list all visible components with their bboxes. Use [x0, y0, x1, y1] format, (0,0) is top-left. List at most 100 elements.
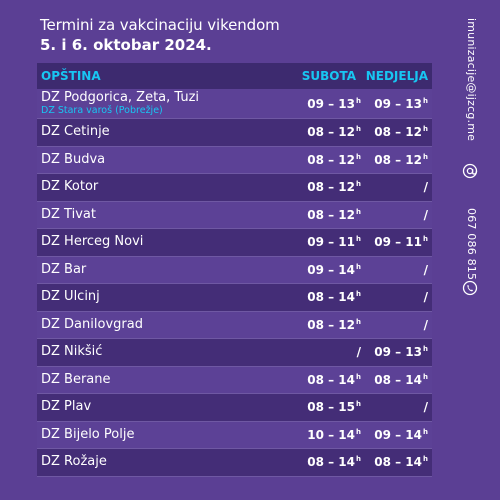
municipality-cell: DZ Tivat: [37, 206, 256, 222]
municipality-name: DZ Tivat: [41, 206, 96, 222]
sunday-cell: /: [361, 180, 432, 194]
municipality-name: DZ Budva: [41, 151, 106, 167]
municipality-subname: DZ Stara varoš (Pobrežje): [41, 105, 163, 116]
sunday-hours: /: [423, 290, 428, 305]
header-municipality: OPŠTINA: [41, 69, 101, 83]
sunday-hours: 08 – 12: [374, 125, 423, 140]
municipality-cell: DZ Cetinje: [37, 125, 256, 139]
hours-suffix: h: [356, 180, 361, 189]
saturday-hours: 08 – 12: [307, 317, 356, 332]
sunday-cell: /: [361, 318, 432, 332]
table-row: DZ Kotor 08 – 12h /: [37, 174, 432, 202]
sunday-hours: 08 – 14: [374, 372, 423, 387]
at-icon: [462, 163, 478, 179]
hours-suffix: h: [356, 125, 361, 134]
sunday-cell: 08 – 14h: [361, 455, 432, 469]
sunday-cell: /: [361, 290, 432, 304]
municipality-cell: DZ Bijelo Polje: [37, 426, 256, 442]
municipality-cell: DZ Herceg Novi: [37, 235, 256, 249]
saturday-cell: 08 – 14h: [256, 455, 361, 469]
sunday-hours: /: [423, 317, 428, 332]
saturday-cell: 08 – 14h: [256, 373, 361, 387]
municipality-name: DZ Ulcinj: [41, 289, 100, 305]
hours-suffix: h: [356, 317, 361, 326]
hours-suffix: h: [423, 125, 428, 134]
saturday-hours: 08 – 12: [307, 180, 356, 195]
municipality-name: DZ Rožaje: [41, 454, 107, 470]
hours-suffix: h: [423, 427, 428, 436]
sunday-hours: 09 – 14: [374, 427, 423, 442]
table-row: DZ Rožaje 08 – 14h 08 – 14h: [37, 449, 432, 477]
saturday-hours: 08 – 12: [307, 125, 356, 140]
sunday-hours: /: [423, 207, 428, 222]
municipality-cell: DZ Kotor: [37, 180, 256, 194]
saturday-cell: 08 – 14h: [256, 290, 361, 304]
sunday-cell: 09 – 13h: [361, 345, 432, 359]
table-row: DZ Podgorica, Zeta, Tuzi DZ Stara varoš (…: [37, 89, 432, 119]
municipality-cell: DZ Berane: [37, 371, 256, 387]
sunday-cell: 09 – 14h: [361, 428, 432, 442]
municipality-name: DZ Nikšić: [41, 344, 103, 360]
municipality-name: DZ Herceg Novi: [41, 234, 144, 250]
municipality-name: DZ Berane: [41, 371, 111, 387]
phone-icon: [462, 280, 478, 296]
sunday-cell: /: [361, 263, 432, 277]
table-row: DZ Cetinje 08 – 12h 08 – 12h: [37, 119, 432, 147]
saturday-cell: 10 – 14h: [256, 428, 361, 442]
hours-suffix: h: [423, 96, 428, 105]
sunday-cell: 08 – 12h: [361, 153, 432, 167]
municipality-cell: DZ Bar: [37, 262, 256, 277]
sunday-hours: /: [423, 180, 428, 195]
municipality-cell: DZ Budva: [37, 151, 256, 167]
schedule-table: OPŠTINA SUBOTA NEDJELJA DZ Podgorica, Ze…: [37, 63, 432, 477]
saturday-cell: 08 – 12h: [256, 125, 361, 139]
table-row: DZ Danilovgrad 08 – 12h /: [37, 311, 432, 339]
saturday-hours: 08 – 14: [307, 372, 356, 387]
sunday-hours: /: [423, 400, 428, 415]
sunday-hours: 09 – 13: [374, 345, 423, 360]
hours-suffix: h: [423, 455, 428, 464]
sunday-cell: 08 – 14h: [361, 373, 432, 387]
saturday-hours: 09 – 14: [307, 262, 356, 277]
municipality-name: DZ Bijelo Polje: [41, 426, 135, 442]
saturday-hours: 10 – 14: [307, 427, 356, 442]
table-row: DZ Ulcinj 08 – 14h /: [37, 284, 432, 312]
hours-suffix: h: [356, 152, 361, 161]
sunday-cell: 08 – 12h: [361, 125, 432, 139]
municipality-cell: DZ Nikšić: [37, 345, 256, 359]
header-saturday: SUBOTA: [301, 69, 356, 83]
table-row: DZ Herceg Novi 09 – 11h 09 – 11h: [37, 229, 432, 257]
hours-suffix: h: [423, 345, 428, 354]
contact-email: imunizacije@ijzcg.me: [465, 18, 478, 142]
hours-suffix: h: [356, 455, 361, 464]
saturday-hours: 09 – 11: [307, 235, 356, 250]
page-title: Termini za vakcinaciju vikendom: [40, 16, 280, 34]
hours-suffix: h: [356, 427, 361, 436]
municipality-name: DZ Podgorica, Zeta, Tuzi: [41, 90, 200, 105]
municipality-name: DZ Danilovgrad: [41, 316, 143, 332]
hours-suffix: h: [423, 372, 428, 381]
saturday-cell: 08 – 12h: [256, 208, 361, 222]
sunday-cell: 09 – 13h: [361, 97, 432, 111]
table-row: DZ Plav 08 – 15h /: [37, 394, 432, 422]
municipality-cell: DZ Rožaje: [37, 455, 256, 469]
hours-suffix: h: [356, 372, 361, 381]
saturday-cell: 08 – 12h: [256, 180, 361, 194]
saturday-cell: /: [256, 345, 361, 359]
hours-suffix: h: [356, 262, 361, 271]
hours-suffix: h: [356, 400, 361, 409]
municipality-name: DZ Cetinje: [41, 124, 110, 140]
saturday-cell: 08 – 15h: [256, 400, 361, 414]
contact-phone: 067 086 815: [465, 208, 478, 281]
saturday-cell: 08 – 12h: [256, 153, 361, 167]
saturday-hours: 08 – 12: [307, 207, 356, 222]
page-date: 5. i 6. oktobar 2024.: [40, 36, 212, 54]
table-body: DZ Podgorica, Zeta, Tuzi DZ Stara varoš (…: [37, 89, 432, 477]
sunday-hours: 09 – 13: [374, 96, 423, 111]
hours-suffix: h: [423, 235, 428, 244]
contact-sidebar: imunizacije@ijzcg.me 067 086 815: [460, 18, 482, 296]
saturday-hours: 09 – 13: [307, 96, 356, 111]
sunday-cell: /: [361, 400, 432, 414]
hours-suffix: h: [356, 235, 361, 244]
saturday-hours: 08 – 14: [307, 290, 356, 305]
